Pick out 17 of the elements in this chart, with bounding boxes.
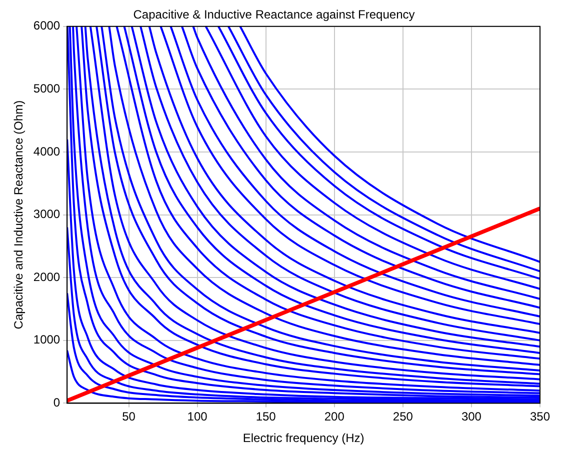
- y-axis-title: Capacitive and Inductive Reactance (Ohm): [12, 100, 26, 330]
- y-tick-label: 3000: [33, 207, 60, 222]
- x-tick-label: 50: [122, 410, 136, 424]
- x-tick-label: 100: [187, 410, 208, 424]
- y-tick-label: 4000: [33, 144, 60, 158]
- y-tick-label: 6000: [33, 18, 60, 33]
- y-tick-label: 5000: [33, 82, 60, 96]
- chart-title: Capacitive & Inductive Reactance against Frequency: [133, 8, 415, 22]
- x-tick-label: 350: [530, 410, 550, 424]
- x-tick-label: 150: [256, 410, 276, 424]
- x-axis-title: Electric frequency (Hz): [242, 431, 364, 446]
- y-tick-label: 1000: [33, 332, 60, 347]
- x-tick-label: 200: [324, 410, 345, 424]
- x-tick-label: 300: [461, 410, 482, 424]
- x-tick-label: 250: [392, 410, 414, 424]
- y-tick-label: 2000: [33, 270, 60, 284]
- y-tick-label: 0: [53, 396, 60, 410]
